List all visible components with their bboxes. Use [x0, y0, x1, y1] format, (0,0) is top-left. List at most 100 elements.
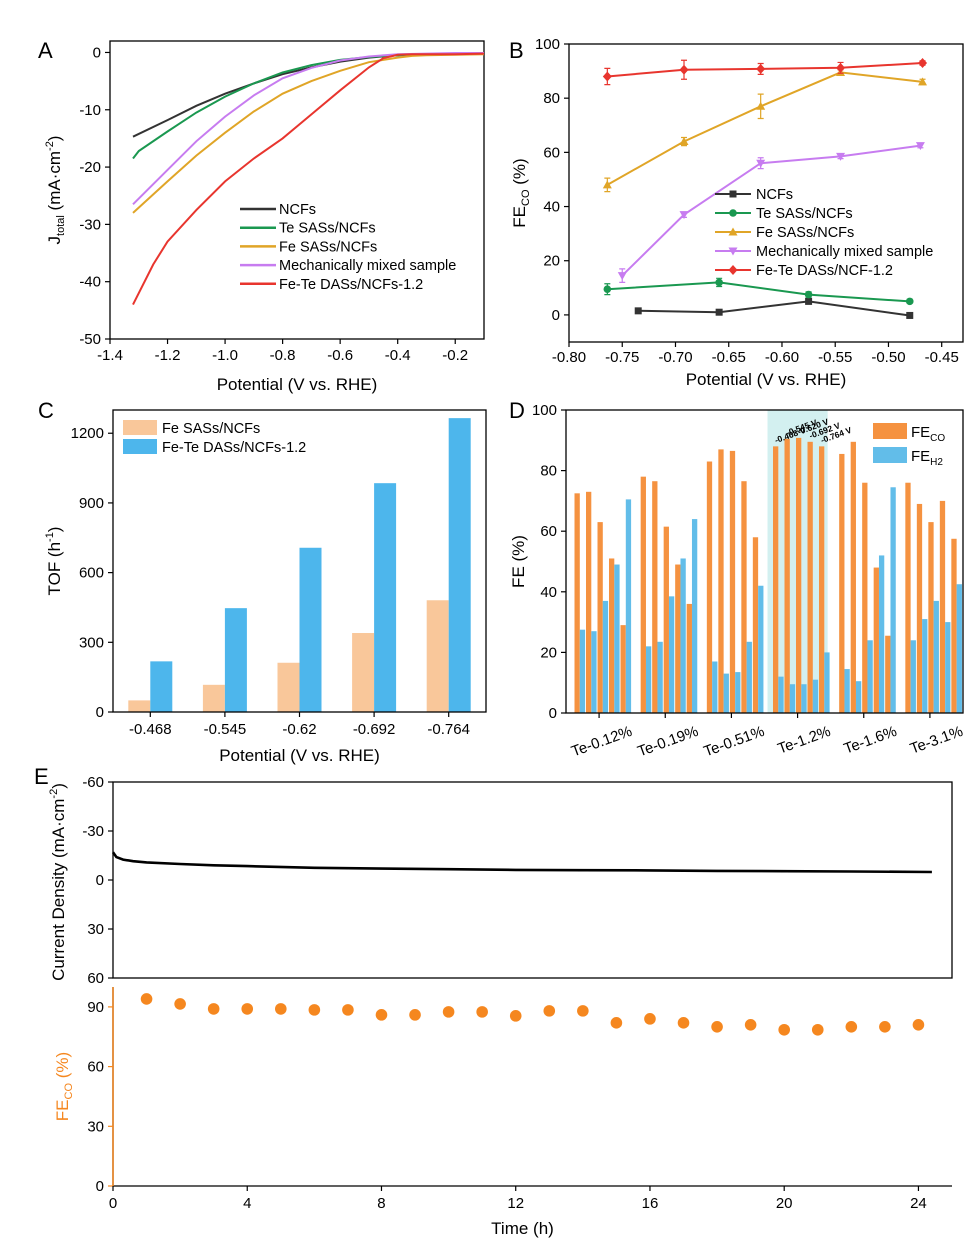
legend-swatch	[123, 439, 157, 454]
series-line	[607, 62, 923, 78]
y-tick-label: 40	[543, 199, 560, 216]
y-label-rest: (mA·cm	[45, 151, 64, 215]
legend-marker	[729, 190, 737, 198]
panel-e-label: E	[34, 764, 49, 789]
bar-fe-h2	[746, 641, 752, 713]
bar-fe-co	[807, 441, 813, 713]
y-tick-label: 900	[79, 495, 104, 512]
group-label: Te-3.1%	[908, 723, 966, 758]
x-tick-label: -0.55	[818, 349, 852, 366]
group-label: Te-0.19%	[635, 723, 700, 761]
series-line	[132, 52, 485, 306]
bar-fe-co	[675, 564, 681, 713]
y-tick-label: 300	[79, 634, 104, 651]
bar-fe-co	[873, 567, 879, 713]
y-tick-label: 0	[552, 307, 560, 324]
bar-fe-h2	[890, 487, 896, 713]
x-tick-label: 12	[507, 1195, 524, 1212]
panel-c-label: C	[38, 398, 54, 423]
series-line	[132, 52, 484, 206]
y-axis-label: Jtotal (mA·cm-2)	[44, 136, 67, 245]
bar-fe-co	[752, 537, 759, 713]
y-label-end: )	[45, 136, 64, 142]
fe-co-point	[308, 1004, 321, 1016]
y-label-main: TOF (h	[45, 542, 64, 596]
bar-fe-co	[928, 522, 934, 713]
legend-swatch	[123, 420, 157, 435]
x-tick-label: 16	[642, 1195, 659, 1212]
y-tick-label: 60	[87, 970, 104, 987]
bar	[202, 684, 225, 712]
data-point	[603, 285, 612, 293]
y-axis-label: TOF (h-1)	[44, 527, 64, 596]
bar-fe-co	[640, 476, 646, 713]
x-tick-label: 24	[910, 1195, 927, 1212]
data-point	[905, 297, 914, 306]
plot-frame	[112, 409, 487, 713]
panel-a: A -1.4 -1.2 -1.0 -0.8 -0.6 -0.4 -0.2 0 -10 -20 -30 -…	[38, 38, 485, 394]
bar-fe-co	[939, 500, 946, 713]
y-tick-label: -30	[79, 216, 101, 233]
data-point	[756, 159, 766, 168]
bar-fe-co	[741, 481, 747, 713]
y-label-end: )	[45, 527, 64, 533]
bottom-y-axis-label: FECO (%)	[53, 1052, 75, 1121]
bar-fe-co	[652, 481, 658, 713]
y-tick-label: 60	[87, 1059, 104, 1076]
y-tick-label: -60	[82, 774, 104, 791]
fe-co-point	[644, 1013, 656, 1025]
group-label: Te-1.2%	[775, 723, 833, 758]
x-tick-label: -1.4	[97, 347, 123, 364]
fe-co-point	[409, 1009, 421, 1021]
legend-sub: H2	[930, 457, 943, 468]
x-tick-label: -0.468	[129, 721, 172, 738]
legend-label: FEH2	[911, 448, 943, 468]
bar-fe-co	[706, 461, 713, 713]
bar-fe-co	[951, 538, 957, 713]
y-axis-label: FE (%)	[509, 535, 528, 588]
fe-co-point	[174, 998, 186, 1010]
fe-co-point	[610, 1017, 623, 1029]
y-tick-label: -10	[79, 102, 101, 119]
series-line	[638, 300, 910, 317]
data-point	[906, 311, 914, 319]
bar-fe-h2	[824, 652, 830, 713]
legend-swatch	[873, 423, 907, 439]
bar-fe-h2	[812, 679, 819, 713]
fe-co-point	[677, 1017, 690, 1029]
series-line	[606, 71, 923, 186]
bar-fe-h2	[844, 669, 850, 713]
panel-d: D Te-0.12% Te-0.19% Te-0.51% Te-1.2% Te-1.6% T…	[509, 398, 965, 760]
x-tick-label: -0.65	[712, 349, 746, 366]
y-tick-label: 100	[535, 36, 560, 53]
bar-fe-co	[729, 450, 736, 713]
bar-fe-h2	[801, 684, 807, 713]
bar-fe-co	[620, 625, 626, 713]
panel-c: C -0.468 -0.545 -0.62 -0.692 -0.764 0 300 600 900…	[38, 398, 487, 765]
y-label-rest: (%)	[510, 158, 529, 189]
fe-co-point	[543, 1005, 556, 1017]
x-tick-label: -0.692	[353, 721, 396, 738]
panel-b-label: B	[509, 38, 524, 63]
data-point	[915, 142, 925, 151]
y-tick-label: 20	[543, 253, 560, 270]
x-tick-label: -0.2	[442, 347, 468, 364]
x-tick-label: 0	[109, 1195, 117, 1212]
bar-fe-h2	[645, 646, 652, 713]
bar-fe-co	[597, 522, 603, 713]
bar-fe-co	[905, 482, 911, 713]
legend-label: Fe SASs/NCFs	[756, 225, 854, 241]
data-point	[679, 64, 689, 75]
bar	[224, 608, 247, 712]
group-label: Te-0.51%	[701, 723, 766, 761]
x-tick-label: -0.80	[552, 349, 586, 366]
y-label-sup: -1	[44, 532, 56, 542]
bar-fe-co	[686, 603, 692, 713]
bar-fe-h2	[735, 672, 741, 713]
data-point	[756, 101, 766, 110]
y-tick-label: 90	[87, 999, 104, 1016]
bar-fe-co	[574, 493, 580, 713]
bar-fe-h2	[712, 661, 718, 713]
legend-sub: CO	[930, 433, 945, 444]
data-point	[634, 307, 642, 315]
